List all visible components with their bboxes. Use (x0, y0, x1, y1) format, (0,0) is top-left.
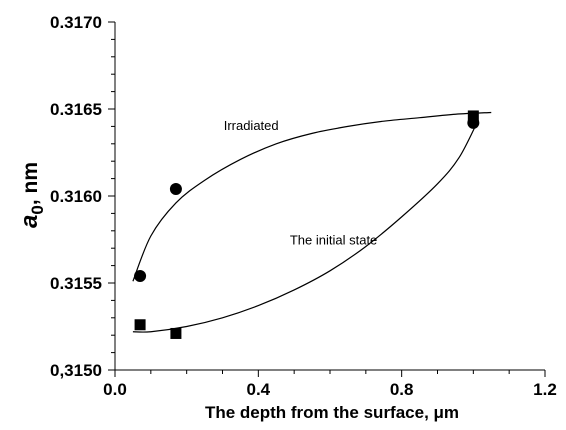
data-markers (134, 110, 480, 339)
x-tick-label: 1.2 (533, 380, 557, 399)
square-marker (170, 327, 182, 339)
circle-marker (169, 183, 182, 196)
curve-series-2 (132, 122, 478, 333)
series-label-1: Irradiated (224, 118, 279, 133)
circle-marker (134, 270, 147, 283)
y-tick-label: 0.3165 (50, 100, 102, 119)
y-tick-label: 0.3160 (50, 187, 102, 206)
y-axis-title: a0, nm (16, 162, 47, 228)
y-tick-label: 0,3150 (50, 361, 102, 380)
y-axis-title-symbol: a (16, 215, 43, 228)
square-marker (467, 110, 479, 122)
y-axis-title-subscript: 0 (28, 205, 47, 214)
x-tick-label: 0.0 (103, 380, 127, 399)
curve-series-1 (132, 111, 492, 282)
series-label-2: The initial state (290, 233, 377, 248)
square-marker (134, 319, 146, 331)
y-tick-label: 0.3170 (50, 13, 102, 32)
x-axis-title: The depth from the surface, μm (205, 403, 459, 422)
fit-curves (132, 111, 492, 333)
y-axis-title-unit: , nm (19, 162, 42, 205)
y-tick-label: 0.3155 (50, 274, 102, 293)
annotations: Irradiated The initial state (224, 118, 378, 248)
axes: 0.0 0.4 0.8 1.2 0,3150 0.3155 0.3160 0.3165 0.31… (50, 13, 557, 399)
x-tick-label: 0.4 (247, 380, 271, 399)
x-tick-label: 0.8 (390, 380, 414, 399)
